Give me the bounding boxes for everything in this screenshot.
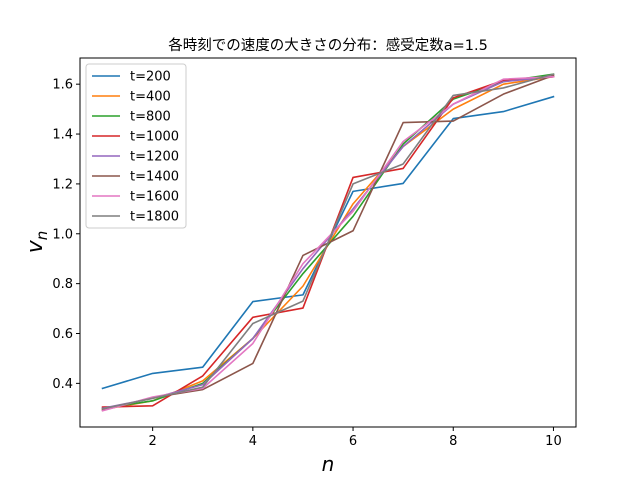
legend-box: [85, 63, 187, 229]
legend: t=200 t=400 t=800 t=1000 t=1200 t=1400 t=1600 t…: [85, 63, 187, 229]
y-axis-label: vn: [23, 231, 51, 254]
x-tick-label: 2: [149, 434, 157, 449]
axes-frame: [79, 57, 577, 428]
legend-label: t=800: [130, 110, 171, 125]
y-tick-label: 1.6: [52, 78, 73, 93]
x-tick-label: 8: [449, 434, 457, 449]
legend-label: t=1200: [130, 150, 179, 165]
y-axis: 0.4 0.6 0.8 1.0 1.2 1.4 1.6: [52, 78, 80, 392]
x-axis: 2 4 6 8 10: [149, 427, 562, 449]
y-tick-label: 0.8: [52, 277, 73, 292]
y-tick-label: 1.4: [52, 128, 73, 143]
y-axis-label-subscript: n: [33, 231, 51, 241]
x-axis-label: n: [322, 452, 335, 476]
x-tick-label: 6: [349, 434, 357, 449]
x-tick-label: 10: [545, 434, 562, 449]
legend-label: t=200: [130, 70, 171, 85]
chart-title: 各時刻での速度の大きさの分布：感受定数a=1.5: [168, 37, 488, 54]
series-layer: [101, 73, 555, 412]
series-line-t=1800: [101, 73, 555, 410]
y-tick-label: 1.2: [52, 177, 73, 192]
legend-label: t=1000: [130, 130, 179, 145]
legend-label: t=1600: [130, 190, 179, 205]
y-axis-label-main: v: [23, 239, 48, 253]
y-tick-label: 0.6: [52, 327, 73, 342]
legend-label: t=1800: [130, 210, 179, 225]
series-line-t=1200: [101, 75, 555, 410]
x-tick-label: 4: [249, 434, 257, 449]
svg-text:vn: vn: [23, 231, 51, 254]
y-tick-label: 1.0: [52, 227, 73, 242]
legend-label: t=1400: [130, 170, 179, 185]
legend-label: t=400: [130, 90, 171, 105]
y-tick-label: 0.4: [52, 377, 73, 392]
